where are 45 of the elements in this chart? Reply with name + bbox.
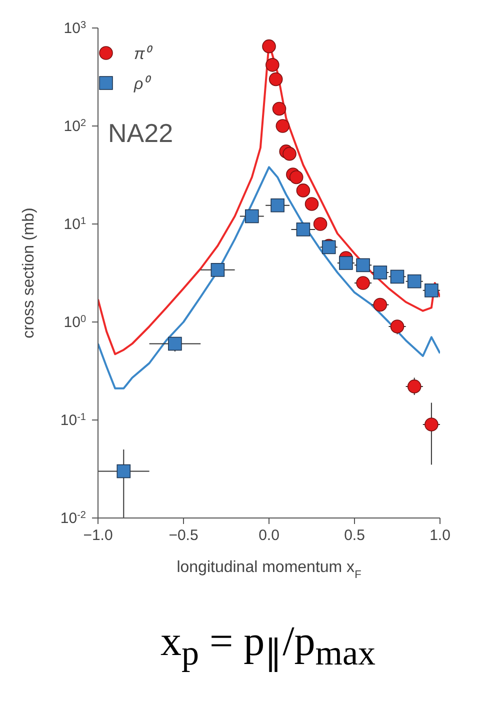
point xyxy=(373,266,388,280)
x-axis-title: longitudinal momentum x$_{F}$ xyxy=(176,559,362,581)
point xyxy=(356,276,370,290)
y-tick-label: 10$^{-2}$ xyxy=(60,510,86,527)
point xyxy=(245,209,259,224)
x-tick-label: 0.5 xyxy=(344,527,365,544)
point xyxy=(424,284,438,298)
point xyxy=(210,263,225,277)
point xyxy=(296,184,310,198)
point xyxy=(313,217,328,231)
point xyxy=(282,146,296,161)
point xyxy=(168,336,182,351)
point xyxy=(116,464,131,478)
point xyxy=(268,72,283,86)
point xyxy=(296,222,310,236)
point xyxy=(390,320,404,334)
legend-label: π⁰ xyxy=(134,44,151,64)
y-axis-title: cross section (mb) xyxy=(20,208,38,338)
line-series xyxy=(98,166,440,390)
point xyxy=(272,102,286,116)
point xyxy=(262,39,276,54)
point xyxy=(424,418,438,432)
annotation: NA22 xyxy=(108,118,174,149)
x-tick-label: 0.0 xyxy=(258,527,280,544)
point xyxy=(407,274,422,288)
x-tick-label: −0.5 xyxy=(168,527,198,544)
legend-label: ρ⁰ xyxy=(134,74,150,94)
point xyxy=(407,380,422,394)
point xyxy=(266,58,280,72)
point xyxy=(373,298,388,312)
text: x$_{p}$ = p$_{∥}$/p$_{max}$ xyxy=(159,618,377,674)
point xyxy=(304,197,319,211)
point xyxy=(289,170,304,184)
y-tick-label: 10$^{2}$ xyxy=(64,118,86,135)
y-tick-label: 10$^{1}$ xyxy=(64,216,86,233)
point xyxy=(356,258,370,272)
point xyxy=(270,198,284,212)
y-tick-label: 10$^{3}$ xyxy=(64,20,86,37)
x-tick-label: −1.0 xyxy=(83,527,113,544)
x-tick-label: 1.0 xyxy=(430,527,450,544)
y-tick-label: 10$^{-1}$ xyxy=(60,412,86,429)
point xyxy=(390,270,404,284)
point xyxy=(276,119,290,133)
y-tick-label: 10$^{0}$ xyxy=(64,314,86,331)
point xyxy=(339,256,353,270)
